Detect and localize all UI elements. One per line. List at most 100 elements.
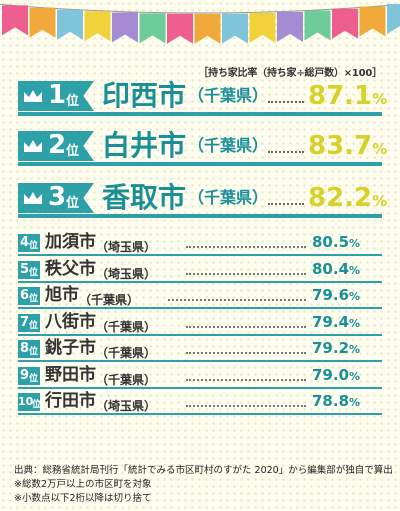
rank-suffix: 位	[32, 400, 42, 410]
leader-dots	[186, 405, 306, 407]
rank-suffix: 位	[66, 94, 80, 109]
leader-dots	[186, 378, 306, 381]
rank-suffix: 位	[29, 347, 39, 357]
rank-number: 2	[48, 130, 67, 160]
crown-icon	[24, 140, 42, 152]
leader-dots	[168, 299, 306, 301]
leader-dots	[186, 272, 306, 275]
prefecture-label: （千葉県）	[188, 188, 269, 207]
bunting-flag	[222, 13, 248, 44]
ratio-value: 82.2%	[308, 183, 388, 213]
ranking-row: 7 位八街市（千葉県） 79.4%	[18, 310, 382, 336]
rank-suffix: 位	[29, 241, 39, 251]
prefecture-label: （埼玉県）	[96, 399, 157, 413]
rank-number: 10	[18, 395, 34, 408]
prefecture-label: （千葉県）	[96, 319, 157, 334]
ratio-value: 79.2%	[312, 339, 361, 357]
ratio-value: 80.4%	[312, 259, 361, 278]
bunting-flags	[0, 3, 400, 44]
rank-number: 6	[20, 288, 30, 303]
rank-suffix: 位	[29, 294, 39, 304]
bunting-flag	[84, 11, 111, 42]
row-underline	[18, 413, 382, 415]
ratio-value: 80.5%	[312, 233, 361, 251]
ratio-value: 87.1%	[308, 81, 388, 111]
city-name: 白井市	[102, 129, 187, 162]
ratio-value: 78.8%	[312, 392, 361, 410]
rank-number: 8	[20, 341, 30, 356]
city-name: 加須市（埼玉県）	[45, 232, 157, 254]
ranking-row: 2 位 （千葉県） 白井市 83.7%	[18, 128, 387, 166]
percent-unit: %	[349, 263, 361, 277]
bunting-flag	[249, 12, 276, 43]
ratio-value: 79.4%	[312, 312, 361, 331]
city-name: 秩父市（埼玉県）	[45, 258, 157, 281]
prefecture-label: （千葉県）	[79, 293, 140, 307]
rank-number: 4	[20, 235, 30, 250]
city-name: 八街市（千葉県）	[45, 311, 157, 334]
rank-number: 7	[20, 314, 30, 330]
rank-number: 9	[20, 367, 30, 383]
row-underline	[18, 280, 382, 283]
leader-dots	[268, 151, 304, 153]
bunting-flag	[387, 4, 400, 34]
percent-unit: %	[372, 90, 388, 108]
percent-unit: %	[349, 290, 361, 303]
percent-unit: %	[349, 369, 361, 383]
ranking-row: 3 位 （千葉県） 香取市 82.2%	[18, 180, 387, 218]
bunting-flag	[359, 6, 386, 37]
ranking-row: 4 位加須市（埼玉県） 80.5%	[18, 230, 382, 256]
percent-unit: %	[349, 237, 361, 250]
rank-suffix: 位	[29, 267, 39, 278]
source-note: 出典：総務省統計局刊行「統計でみる市区町村のすがた 2020」から編集部が独自で…	[14, 465, 393, 476]
bunting-flag	[277, 11, 303, 42]
formula-note: ［持ち家比率（持ち家÷総戸数）×100］	[198, 68, 382, 79]
bunting-flag	[139, 13, 166, 44]
ranking-row: 8 位銚子市（千葉県） 79.2%	[18, 336, 382, 362]
footnote-target: ※総数2万戸以上の市区町を対象	[14, 479, 152, 490]
percent-unit: %	[349, 343, 361, 356]
crown-icon	[24, 192, 42, 204]
footnote-rounding: ※小数点以下2桁以降は切り捨て	[14, 493, 152, 504]
percent-unit: %	[372, 140, 388, 158]
rank-suffix: 位	[29, 320, 39, 331]
ranking-row: 5 位秩父市（埼玉県） 80.4%	[18, 257, 382, 283]
bunting-flag	[2, 5, 28, 36]
prefecture-label: （千葉県）	[96, 346, 157, 360]
rank-suffix: 位	[29, 373, 39, 384]
row-underline	[18, 162, 382, 166]
leader-dots	[186, 325, 306, 328]
prefecture-label: （埼玉県）	[96, 266, 157, 281]
ranking-row: 6 位旭市（千葉県） 79.6%	[18, 283, 382, 309]
crown-icon	[24, 90, 42, 102]
row-underline	[18, 360, 382, 362]
bunting-flag	[167, 13, 193, 44]
rank-badge: 10 位	[18, 393, 42, 411]
leader-dots	[186, 246, 306, 248]
ratio-value: 79.0%	[312, 365, 361, 384]
ratio-value: 79.6%	[312, 286, 361, 304]
ranking-row: 10 位行田市（埼玉県） 78.8%	[18, 389, 382, 415]
ranking-row: 9 位野田市（千葉県） 79.0%	[18, 363, 382, 389]
percent-unit: %	[349, 316, 361, 330]
prefecture-label: （千葉県）	[188, 86, 269, 105]
rank-number: 3	[48, 182, 67, 212]
percent-unit: %	[349, 396, 361, 409]
prefecture-label: （埼玉県）	[96, 240, 157, 254]
row-underline	[18, 112, 382, 116]
rank-suffix: 位	[66, 196, 80, 211]
bunting-flag	[57, 9, 83, 40]
city-name: 印西市	[102, 79, 187, 112]
row-underline	[18, 214, 382, 218]
bunting-flag	[29, 7, 56, 38]
leader-dots	[268, 203, 304, 205]
